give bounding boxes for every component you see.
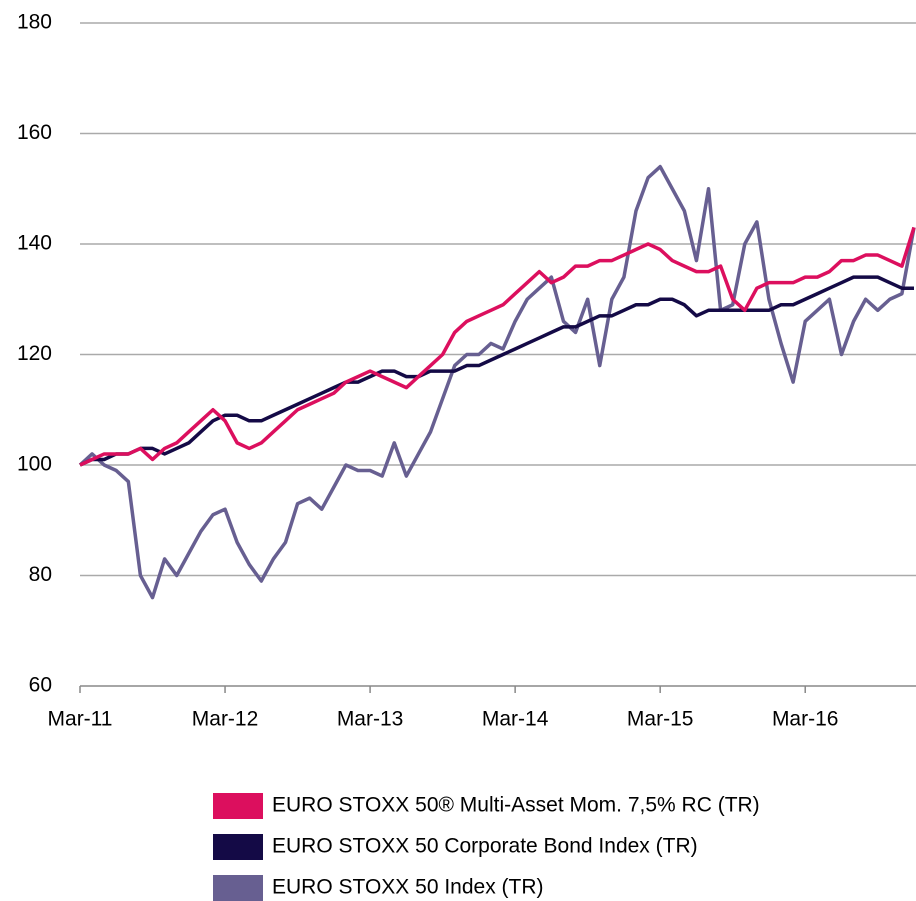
legend-swatch [213, 875, 263, 901]
x-tick-label: Mar-11 [48, 708, 113, 731]
x-tick-label: Mar-14 [482, 708, 549, 731]
legend-label: EURO STOXX 50® Multi-Asset Mom. 7,5% RC … [272, 794, 760, 817]
legend-label: EURO STOXX 50 Index (TR) [272, 876, 544, 899]
y-tick-label: 160 [17, 121, 52, 144]
y-tick-label: 140 [17, 232, 52, 255]
x-tick-label: Mar-13 [337, 708, 404, 731]
legend-swatch [213, 793, 263, 819]
y-tick-label: 80 [29, 563, 52, 586]
x-tick-label: Mar-15 [627, 708, 694, 731]
series-line [78, 164, 916, 600]
y-tick-label: 60 [29, 674, 52, 697]
legend-swatch [213, 834, 263, 860]
series-line [79, 275, 914, 467]
y-tick-label: 120 [17, 342, 52, 365]
legend-label: EURO STOXX 50 Corporate Bond Index (TR) [272, 835, 698, 858]
y-tick-label: 180 [17, 11, 52, 34]
x-tick-label: Mar-12 [192, 708, 259, 731]
y-tick-label: 100 [17, 453, 52, 476]
series-line [79, 226, 916, 467]
x-tick-label: Mar-16 [772, 708, 839, 731]
